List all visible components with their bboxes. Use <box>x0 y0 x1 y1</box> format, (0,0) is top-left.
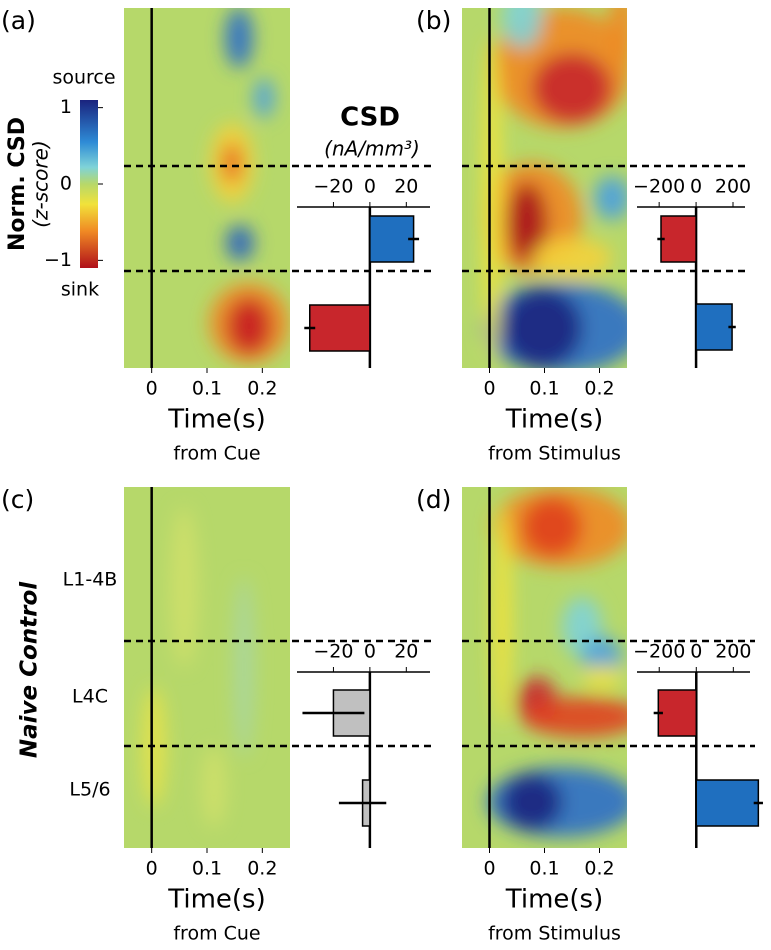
x-axis-sublabel: from Stimulus <box>488 923 621 945</box>
x-axis-sublabel: from Cue <box>173 443 260 465</box>
x-tick-label: 0.2 <box>584 378 614 400</box>
heatmap <box>124 8 290 368</box>
colorbar-top-label: source <box>52 67 115 89</box>
heatmap-blob <box>502 8 542 48</box>
x-tick-label: 0 <box>483 858 495 880</box>
bar <box>695 303 733 351</box>
heatmap-blob <box>522 497 582 557</box>
panel-label: (d) <box>416 485 451 514</box>
x-axis-label: Time(s) <box>167 405 265 435</box>
group-label: Naive Control <box>17 581 43 758</box>
heatmap-blobs <box>209 8 289 363</box>
bar <box>695 779 760 827</box>
heatmap-blob <box>222 143 242 183</box>
x-tick-label: 0.2 <box>584 858 614 880</box>
bar <box>369 215 415 263</box>
heatmap-blob <box>170 507 198 667</box>
panel-label: (c) <box>1 485 34 514</box>
x-tick-label: 0 <box>146 378 158 400</box>
heatmap <box>124 487 290 848</box>
x-axis-label: Time(s) <box>167 885 265 915</box>
heatmap-blobs <box>482 8 627 368</box>
colorbar-bottom-label: sink <box>61 279 99 301</box>
x-tick-label: 0 <box>690 176 702 198</box>
heatmap-blob <box>234 577 254 757</box>
heatmap-blobs <box>487 487 627 837</box>
x-tick-label: 0.1 <box>529 378 559 400</box>
heatmap-blob <box>507 183 547 263</box>
heatmap-blob <box>502 288 582 368</box>
x-tick-label: −200 <box>633 641 685 663</box>
colorbar-subtitle: (z-score) <box>29 140 53 228</box>
heatmap-blob <box>482 38 502 358</box>
x-tick-label: 200 <box>715 176 751 198</box>
heatmap-blob <box>608 8 627 68</box>
x-axis-sublabel: from Stimulus <box>488 443 621 465</box>
heatmap-blob <box>594 176 627 220</box>
heatmap-blob <box>254 78 274 118</box>
panel-label: (a) <box>1 6 36 35</box>
x-tick-label: 200 <box>715 641 751 663</box>
x-axis-sublabel: from Cue <box>173 923 260 945</box>
layer-label: L4C <box>72 686 108 708</box>
x-tick-label: 0.2 <box>247 378 277 400</box>
heatmap-blob <box>532 53 612 123</box>
x-tick-label: −20 <box>313 176 353 198</box>
x-tick-label: 0.1 <box>192 378 222 400</box>
heatmap-blob <box>227 298 271 354</box>
x-tick-label: 0 <box>483 378 495 400</box>
heatmap-blob <box>225 8 253 68</box>
x-tick-label: 0 <box>364 641 376 663</box>
heatmap-blob <box>202 747 226 827</box>
heatmap-blob <box>502 774 562 830</box>
x-axis-label: Time(s) <box>505 405 603 435</box>
x-tick-label: 0.1 <box>192 858 222 880</box>
chart-subtitle: (nA/mm³) <box>324 137 420 161</box>
layer-label: L1-4B <box>63 569 118 591</box>
heatmap-blob <box>582 665 622 689</box>
x-tick-label: 0.1 <box>529 858 559 880</box>
x-tick-label: 0 <box>146 858 158 880</box>
chart-title: CSD <box>340 103 400 133</box>
bar <box>660 215 697 263</box>
colorbar <box>80 100 98 268</box>
bar <box>309 304 371 352</box>
x-axis-label: Time(s) <box>505 885 603 915</box>
x-tick-label: 20 <box>394 176 418 198</box>
layer-label: L5/6 <box>69 779 110 801</box>
x-tick-label: −20 <box>313 641 353 663</box>
colorbar-title: Norm. CSD <box>5 117 30 251</box>
panel-label: (b) <box>416 6 451 35</box>
colorbar-tick-label: −1 <box>44 249 72 271</box>
heatmap-blob <box>532 238 612 278</box>
x-tick-label: 20 <box>394 641 418 663</box>
heatmap-blob <box>226 225 254 261</box>
x-tick-label: −200 <box>633 176 685 198</box>
colorbar-tick-label: 1 <box>60 96 72 118</box>
x-tick-label: 0 <box>364 176 376 198</box>
x-tick-label: 0.2 <box>247 858 277 880</box>
heatmap-blob <box>492 507 512 727</box>
x-tick-label: 0 <box>690 641 702 663</box>
colorbar-tick-label: 0 <box>60 173 72 195</box>
bar <box>657 689 698 737</box>
heatmap-blob <box>522 697 627 737</box>
